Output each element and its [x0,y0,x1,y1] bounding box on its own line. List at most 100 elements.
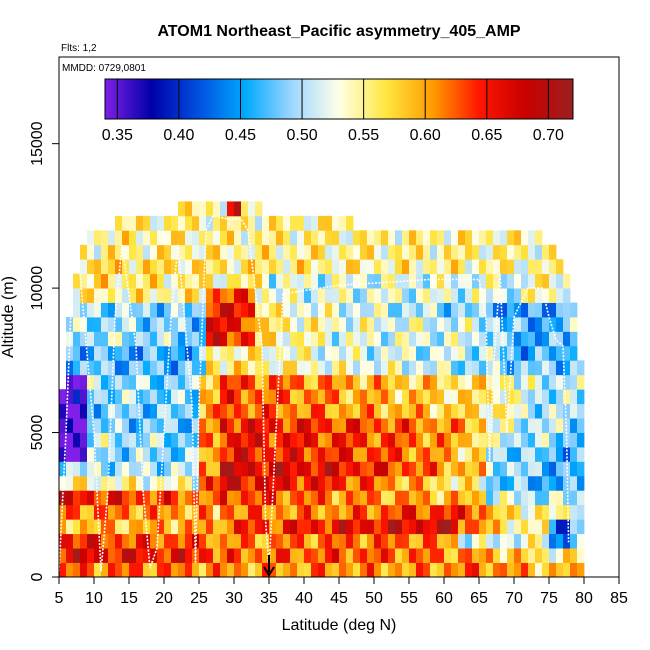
heatmap-cell [437,273,445,289]
heatmap-cell [101,374,109,390]
heatmap-cell [290,562,298,578]
heatmap-cell [220,230,228,246]
heatmap-cell [458,302,466,318]
heatmap-cell [206,360,214,376]
heatmap-cell [430,360,438,376]
heatmap-cell [157,230,165,246]
heatmap-cell [332,215,340,231]
heatmap-cell [304,475,312,491]
heatmap-cell [374,317,382,332]
heatmap-cell [73,418,81,433]
heatmap-cell [465,490,473,506]
heatmap-cell [297,490,305,506]
heatmap-cell [234,273,242,289]
heatmap-cell [472,317,480,332]
heatmap-cell [101,504,109,520]
heatmap-cell [570,447,578,462]
heatmap-cell [129,504,137,520]
heatmap-cell [353,345,361,361]
heatmap-cell [395,504,403,520]
heatmap-cell [192,302,200,318]
heatmap-cell [535,519,543,535]
heatmap-cell [353,461,361,477]
heatmap-cell [178,302,186,318]
heatmap-cell [227,302,235,318]
heatmap-cell [164,418,172,433]
heatmap-cell [346,273,354,289]
heatmap-cell [437,288,445,303]
heatmap-cell [577,461,585,477]
heatmap-cell [402,273,410,289]
heatmap-cell [297,389,305,405]
heatmap-cell [115,548,123,563]
heatmap-cell [437,403,445,419]
heatmap-cell [129,302,137,318]
heatmap-cell [507,490,515,506]
heatmap-cell [94,302,102,318]
heatmap-cell [241,403,249,419]
heatmap-cell [353,533,361,549]
heatmap-cell [416,447,424,462]
heatmap-cell [409,418,417,433]
heatmap-cell [395,273,403,289]
heatmap-cell [528,259,536,275]
heatmap-cell [458,548,466,563]
heatmap-cell [262,403,270,419]
heatmap-cell [458,317,466,332]
heatmap-cell [101,288,109,303]
heatmap-cell [143,331,151,347]
heatmap-cell [395,244,403,260]
heatmap-cell [409,447,417,462]
heatmap-cell [304,302,312,318]
heatmap-cell [409,475,417,491]
heatmap-cell [178,273,186,289]
heatmap-cell [178,447,186,462]
heatmap-cell [486,519,494,535]
heatmap-cell [472,230,480,246]
heatmap-cell [108,461,116,477]
x-tick-label: 5 [55,590,64,607]
heatmap-cell [367,302,375,318]
heatmap-cell [521,432,529,448]
heatmap-cell [556,259,564,275]
heatmap-cell [227,461,235,477]
heatmap-cell [192,475,200,491]
heatmap-cell [563,533,571,549]
heatmap-cell [528,389,536,405]
heatmap-cell [563,345,571,361]
heatmap-cell [360,345,368,361]
heatmap-cell [276,244,284,260]
heatmap-cell [486,490,494,506]
heatmap-cell [297,432,305,448]
heatmap-cell [528,288,536,303]
heatmap-cell [157,562,165,578]
heatmap-cell [171,418,179,433]
heatmap-cell [339,562,347,578]
heatmap-cell [388,403,396,419]
heatmap-cell [192,403,200,419]
heatmap-cell [213,273,221,289]
colorbar-tick-label: 0.70 [533,127,564,144]
heatmap-cell [360,360,368,376]
heatmap-cell [80,360,88,376]
heatmap-cell [479,360,487,376]
heatmap-cell [318,475,326,491]
heatmap-cell [157,317,165,332]
heatmap-cell [318,331,326,347]
heatmap-cell [353,360,361,376]
heatmap-cell [262,533,270,549]
x-tick-label: 25 [190,590,208,607]
heatmap-cell [367,403,375,419]
heatmap-cell [549,562,557,578]
heatmap-cell [430,230,438,246]
heatmap-cell [129,447,137,462]
heatmap-cell [255,331,263,347]
heatmap-cell [472,461,480,477]
heatmap-cell [73,548,81,563]
heatmap-cell [528,432,536,448]
heatmap-cell [465,403,473,419]
heatmap-cell [108,504,116,520]
heatmap-cell [234,519,242,535]
heatmap-cell [374,302,382,318]
